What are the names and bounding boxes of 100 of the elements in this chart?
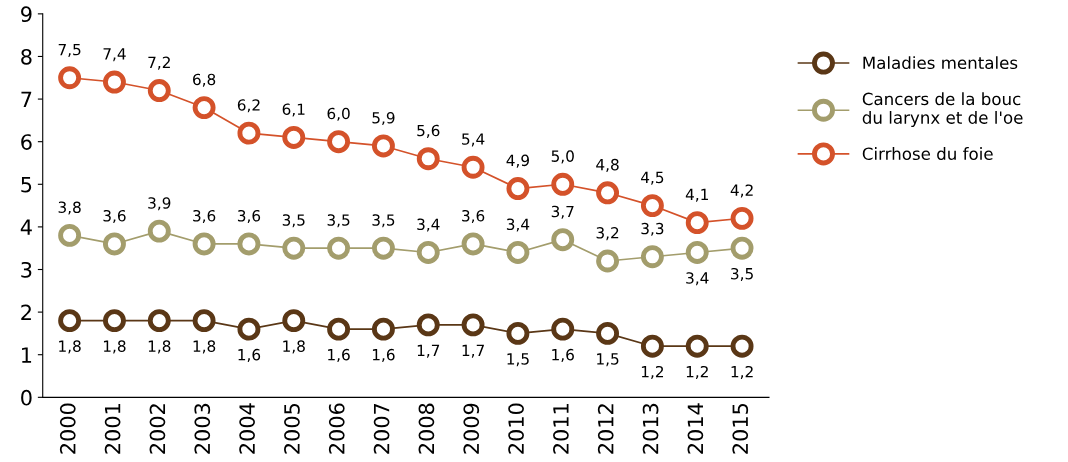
data-label: 4,9 [506,154,529,168]
point [640,334,664,358]
data-label: 1,2 [641,365,664,380]
data-label: 3,5 [372,214,395,228]
point [461,155,485,179]
data-label: 3,8 [58,201,81,215]
point [730,236,754,260]
point [147,79,171,103]
data-label: 5,4 [462,133,485,147]
point [640,194,664,218]
point [685,334,709,358]
point [327,317,351,341]
data-label: 1,2 [686,365,708,380]
point [237,121,261,145]
point [551,228,575,252]
data-label: 6,0 [327,107,350,121]
data-label: 1,6 [372,348,395,362]
data-label: 1,5 [507,353,529,367]
point [551,172,575,196]
point [192,309,216,333]
data-label: 6,2 [237,99,260,113]
y-tick-label: 2 [21,304,31,321]
data-label: 4,2 [730,184,753,198]
x-tick-label: 2001 [104,404,121,454]
y-tick-label: 8 [21,48,32,65]
data-label: 3,6 [103,209,126,224]
x-tick-label: 2010 [508,403,524,454]
x-tick-label: 2000 [59,403,76,454]
data-label: 3,2 [596,227,619,241]
point [416,241,440,264]
data-label: 3,6 [193,209,216,224]
data-label: 7,5 [58,44,81,57]
y-tick-label: 7 [21,91,32,107]
data-label: 3,4 [506,218,530,232]
data-label: 6,8 [193,73,216,87]
data-label: 3,5 [731,267,753,282]
point [102,309,126,333]
data-label: 4,1 [685,188,708,202]
point [730,334,754,358]
x-tick-label: 2004 [239,403,255,454]
data-label: 4,5 [641,171,664,185]
legend-label: Cirrhose du foie [862,147,993,161]
point [685,241,709,264]
data-label: 3,6 [462,209,485,224]
y-tick-label: 9 [21,6,32,23]
data-label: 7,2 [148,56,170,70]
data-label: 6,1 [282,103,305,117]
point [192,96,216,120]
point [506,241,530,264]
data-label: 1,6 [238,348,261,362]
point [730,206,754,230]
data-label: 1,7 [417,344,440,358]
data-label: 3,3 [641,222,664,236]
point [282,125,306,149]
point [461,313,485,337]
legend-label: Maladies mentales [863,56,1018,70]
data-label: 3,4 [417,218,440,232]
x-tick-label: 2009 [463,403,480,454]
y-tick-label: 3 [21,261,32,278]
data-label: 1,7 [462,344,484,358]
data-label: 1,8 [103,340,126,354]
point [416,147,440,171]
point [551,317,575,341]
point [58,223,82,247]
point [327,236,351,260]
data-label: 1,8 [193,340,216,354]
x-tick-label: 2002 [149,404,166,454]
point [102,70,126,94]
x-tick-label: 2003 [194,403,211,454]
point [461,232,485,256]
x-tick-label: 2011 [553,404,569,454]
point [327,130,351,154]
data-label: 1,5 [597,353,619,367]
point [371,236,395,260]
data-label: 3,4 [686,272,709,286]
data-label: 3,6 [237,209,261,224]
data-label: 5,6 [417,124,440,138]
x-tick-label: 2014 [687,403,704,454]
data-label: 3,5 [327,214,350,228]
point [506,321,530,345]
data-label: 1,6 [328,348,350,362]
point [596,181,620,205]
x-tick-label: 2008 [418,403,435,454]
data-label: 1,8 [283,340,305,354]
data-label: 1,8 [59,340,81,354]
y-tick-label: 6 [21,134,32,150]
point [640,245,664,269]
x-tick-label: 2015 [732,404,749,454]
x-tick-label: 2007 [373,403,390,454]
point [237,232,261,256]
x-tick-label: 2006 [328,403,345,454]
data-label: 4,8 [596,158,619,172]
point [596,249,620,273]
legend-label: Cancers de la bouc du larynx et de l'oe [862,92,1023,128]
data-label: 3,9 [148,197,171,211]
point [506,177,530,200]
y-tick-label: 0 [21,389,32,406]
data-label: 3,5 [282,214,305,228]
y-tick-label: 1 [22,347,32,363]
data-label: 5,0 [551,150,574,164]
